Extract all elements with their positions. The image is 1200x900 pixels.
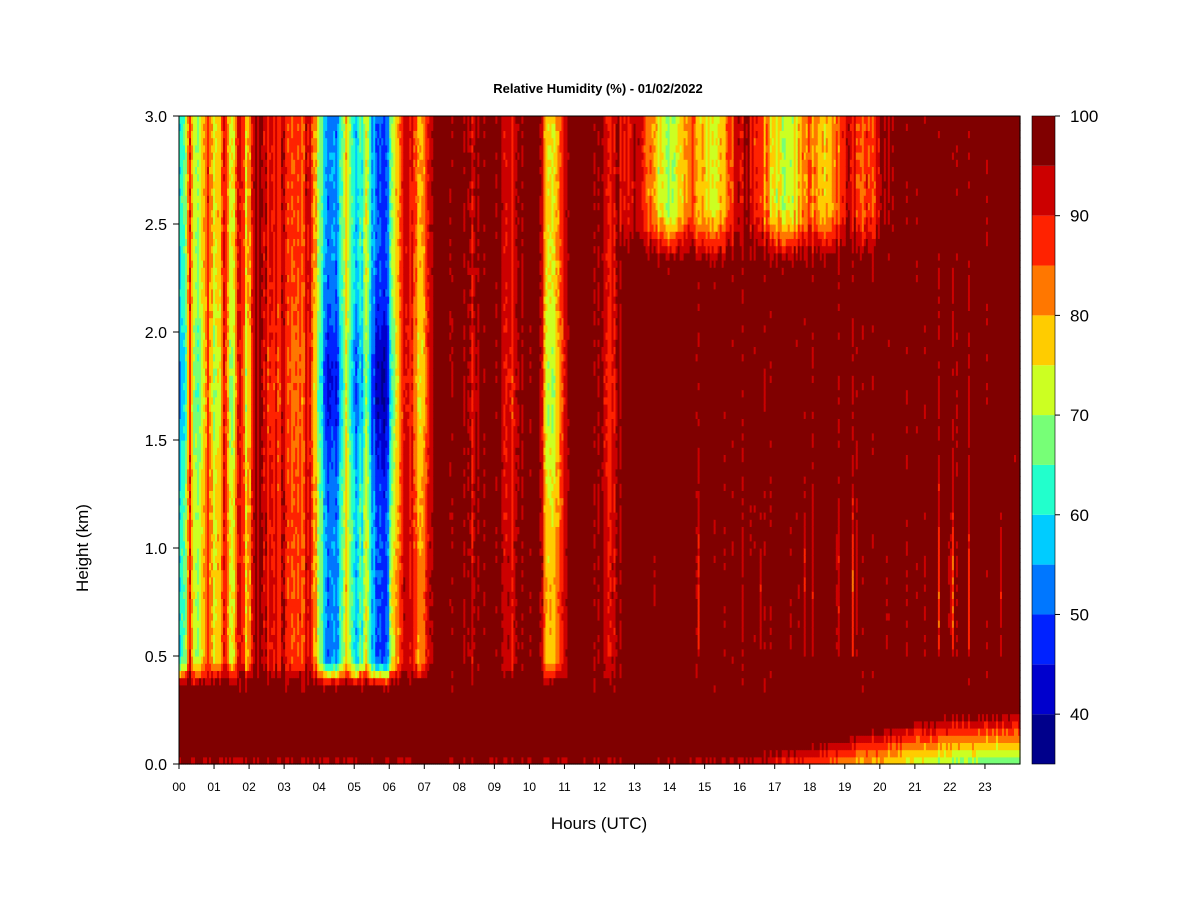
plot-area — [179, 116, 1021, 765]
chart-title: Relative Humidity (%) - 01/02/2022 — [493, 81, 703, 96]
